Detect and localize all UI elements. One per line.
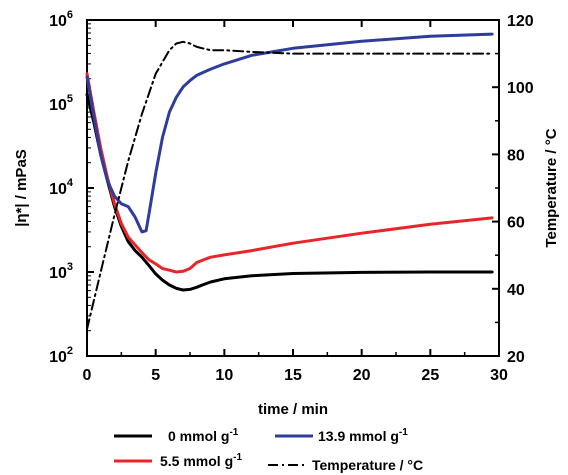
- plot-frame: [86, 19, 500, 357]
- legend-label-temperature: Temperature / °C: [312, 457, 423, 473]
- y-left-tick-label: 106: [49, 9, 73, 30]
- series-line-5-5mmol: [85, 72, 494, 274]
- y-right-tick-label: 60: [507, 215, 525, 232]
- x-tick-label: 10: [215, 367, 233, 384]
- y-right-tick-label: 80: [507, 147, 525, 164]
- x-axis-title: time / min: [258, 401, 328, 418]
- y-right-tick-label: 40: [507, 282, 525, 299]
- x-tick-label: 15: [284, 367, 302, 384]
- series-line-temperature: [86, 40, 494, 331]
- x-tick-label: 30: [490, 367, 508, 384]
- y-left-tick-label: 103: [49, 261, 73, 282]
- legend: 0 mmol g-1 13.9 mmol g-1 5.5 mmol g-1 Te…: [114, 427, 423, 473]
- y-right-tick-label: 20: [507, 349, 525, 366]
- legend-label-0mmol: 0 mmol g-1: [168, 427, 239, 444]
- legend-label-13-9mmol: 13.9 mmol g-1: [318, 427, 408, 444]
- x-tick-label: 0: [83, 367, 92, 384]
- x-tick-label: 5: [151, 367, 160, 384]
- y-right-tick-label: 100: [507, 80, 534, 97]
- y-right-tick-label: 120: [507, 13, 534, 30]
- series-layer: [85, 32, 494, 331]
- y-left-tick-label: 104: [49, 177, 74, 198]
- y-axis-left-title: |η*| / mPaS: [13, 149, 30, 227]
- y-left-tick-label: 102: [49, 345, 73, 366]
- y-left-tick-label: 105: [49, 93, 73, 114]
- x-tick-label: 25: [421, 367, 439, 384]
- series-line-13-9mmol: [85, 32, 494, 234]
- x-tick-label: 20: [353, 367, 371, 384]
- ticks: 0 5 10 15 20 25 30 102 103 104 105 106 20 40 60 80 100 12…: [49, 9, 534, 384]
- legend-label-5-5mmol: 5.5 mmol g-1: [160, 452, 242, 469]
- y-axis-right-title: Temperature / °C: [543, 128, 560, 247]
